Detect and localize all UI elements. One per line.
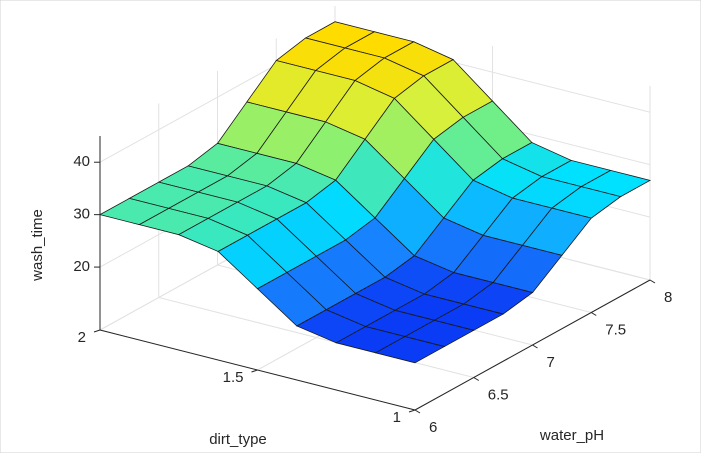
z-axis-label: wash_time [29, 209, 46, 282]
z-tick-label: 30 [73, 206, 90, 223]
x-axis-label: water_pH [539, 427, 604, 444]
tick-mark [251, 369, 258, 373]
tick-mark [590, 312, 597, 316]
x-tick-label: 7.5 [605, 321, 626, 338]
tick-mark [649, 279, 656, 284]
y-tick-label: 1.5 [223, 369, 244, 386]
tick-mark [93, 329, 101, 333]
surface-patch [374, 336, 446, 364]
tick-mark [473, 377, 480, 381]
x-tick-label: 8 [664, 289, 672, 306]
z-tick-label: 20 [73, 258, 90, 275]
x-tick-label: 6.5 [488, 386, 509, 403]
y-tick-label: 1 [393, 409, 401, 426]
x-tick-label: 6 [429, 419, 437, 436]
x-tick-label: 7 [547, 354, 555, 371]
axes: 1 1.5 2 6 6.5 7 7.5 8 20 30 40 [73, 136, 672, 436]
y-axis-label: dirt_type [209, 431, 267, 448]
tick-mark [414, 409, 421, 414]
z-tick-label: 40 [73, 153, 90, 170]
tick-mark [532, 344, 538, 349]
surface [98, 21, 652, 364]
tick-mark [408, 409, 416, 413]
y-tick-label: 2 [78, 329, 86, 346]
